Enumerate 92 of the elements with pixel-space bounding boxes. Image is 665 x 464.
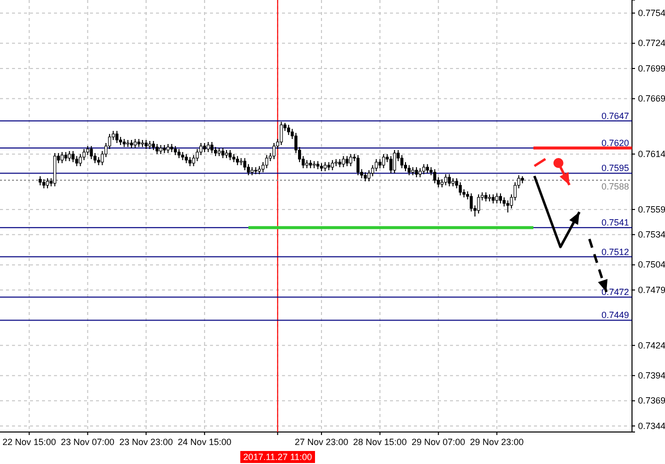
ref-line-label: 0.7512 — [601, 246, 629, 257]
x-tick-label: 2017.11.27 11:00 — [243, 452, 312, 462]
candlestick — [498, 192, 502, 204]
candlestick — [414, 166, 418, 178]
candlestick — [444, 174, 448, 186]
candlestick — [144, 139, 148, 150]
x-tick-label: 29 Nov 07:00 — [412, 437, 466, 447]
candlestick — [46, 178, 49, 189]
candlestick — [495, 192, 498, 204]
x-tick-label: 28 Nov 15:00 — [353, 437, 407, 447]
candlestick — [38, 176, 42, 186]
candlestick — [134, 138, 137, 149]
candlestick — [228, 150, 232, 161]
candlestick — [477, 194, 480, 214]
ref-line-label: 0.7595 — [601, 163, 629, 174]
ref-line-label: 0.7620 — [601, 138, 629, 148]
candlestick — [90, 146, 93, 160]
candlestick — [64, 152, 68, 162]
candlestick — [243, 158, 246, 171]
candlestick — [60, 152, 64, 164]
ref-line-label: 0.7449 — [601, 310, 629, 320]
candlestick — [346, 156, 349, 167]
candlestick — [400, 154, 404, 169]
candlestick — [364, 172, 367, 182]
candlestick — [448, 174, 451, 187]
candlestick — [203, 142, 206, 153]
y-tick-label: 0.7534 — [638, 230, 665, 240]
y-tick-label: 0.7559 — [638, 204, 665, 214]
candlestick — [72, 150, 75, 163]
y-tick-label: 0.7614 — [638, 148, 665, 159]
candlestick — [68, 150, 71, 162]
ref-line-label: 0.7472 — [601, 287, 629, 298]
candlestick — [236, 156, 239, 166]
x-tick-label: 24 Nov 15:00 — [178, 437, 232, 447]
candlestick — [265, 154, 268, 169]
candlestick — [206, 141, 210, 153]
y-tick-label: 0.7699 — [638, 63, 665, 74]
candlestick — [433, 168, 436, 184]
ref-line-label: 0.7588 — [601, 181, 629, 192]
candlestick — [188, 156, 192, 167]
candlestick — [418, 168, 422, 178]
x-tick-label: 22 Nov 15:00 — [2, 437, 56, 447]
candlestick — [342, 156, 345, 168]
candlestick — [221, 148, 224, 159]
candlestick — [389, 156, 392, 174]
candlestick — [156, 144, 159, 155]
candlestick — [393, 150, 396, 174]
y-tick-label: 0.7754 — [638, 8, 665, 18]
candlestick — [382, 154, 386, 169]
candlestick — [184, 154, 188, 164]
candlestick — [356, 154, 360, 176]
y-tick-label: 0.7669 — [638, 94, 665, 104]
candlestick — [492, 194, 495, 204]
candlestick — [115, 130, 118, 144]
y-tick-label: 0.7369 — [638, 396, 665, 406]
candlestick — [422, 164, 426, 175]
y-tick-label: 0.7394 — [638, 370, 665, 380]
candlestick — [506, 200, 510, 213]
candlestick — [86, 146, 90, 156]
candlestick — [408, 164, 411, 176]
candlestick — [178, 148, 181, 159]
candlestick — [287, 124, 290, 136]
candlestick — [374, 158, 378, 172]
candlestick — [349, 154, 352, 167]
y-tick-label: 0.7504 — [638, 260, 665, 270]
candlestick — [484, 192, 488, 202]
candlestick — [42, 178, 46, 189]
y-tick-label: 0.7479 — [638, 284, 665, 295]
x-tick-label: 27 Nov 23:00 — [294, 437, 348, 447]
candlestick — [166, 144, 170, 154]
candlestick — [458, 182, 462, 196]
candlestick — [174, 146, 177, 156]
ref-line-label: 0.7647 — [601, 110, 629, 121]
candlestick — [455, 178, 458, 189]
x-tick-label: 23 Nov 07:00 — [60, 437, 114, 447]
y-tick-label: 0.7344 — [638, 420, 665, 431]
x-tick-label: 23 Nov 23:00 — [119, 437, 173, 447]
candlestick — [324, 162, 327, 172]
candlestick — [192, 154, 196, 167]
y-tick-label: 0.7724 — [638, 38, 665, 48]
x-tick-label: 29 Nov 23:00 — [470, 437, 524, 447]
candlestick — [502, 196, 506, 207]
candlestick — [272, 142, 276, 160]
candlestick — [152, 140, 155, 151]
candlestick — [280, 121, 283, 146]
y-tick-label: 0.7424 — [638, 340, 665, 350]
ref-line-label: 0.7541 — [601, 218, 629, 228]
candlestick — [426, 164, 429, 174]
candlestick — [330, 160, 334, 171]
candlestick — [159, 144, 162, 155]
candlestick — [210, 141, 214, 154]
candlestick — [378, 158, 382, 169]
